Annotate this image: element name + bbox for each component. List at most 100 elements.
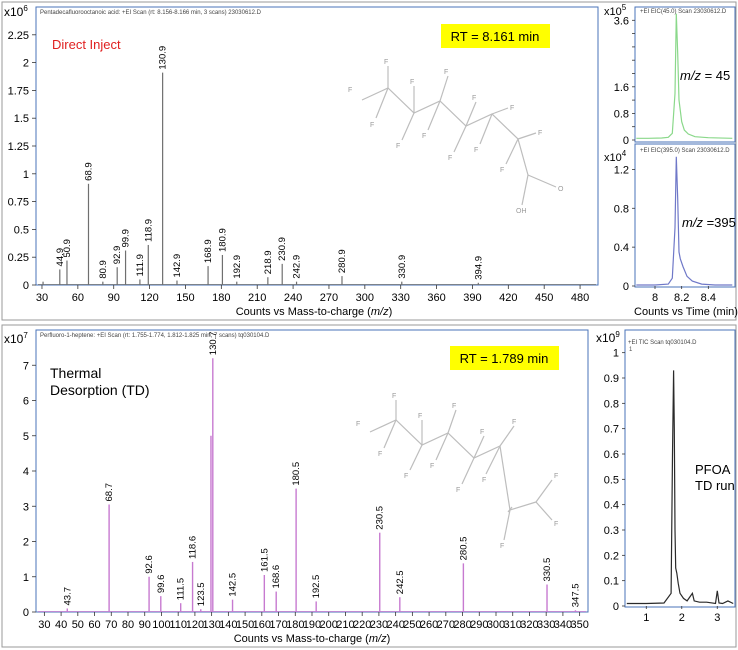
eic45-y-ticks: 0 0.8 1.6 3.6	[614, 15, 635, 147]
y-tick-label: 3.6	[614, 15, 629, 27]
x-tick-label: 110	[169, 619, 187, 631]
x-tick-label: 180	[286, 619, 304, 631]
y-tick-label: 0.3	[604, 525, 619, 537]
peak-label: 123.5	[196, 582, 207, 606]
x-tick-label: 50	[72, 619, 84, 631]
svg-text:F: F	[554, 473, 558, 480]
peak-label: 330.9	[397, 255, 408, 279]
y-tick-label: 5	[23, 431, 29, 443]
peak-label: 68.7	[104, 483, 115, 502]
y-tick-label: 0.75	[8, 197, 29, 209]
peak-label: 230.9	[277, 237, 288, 261]
y-tick-label: 0	[623, 135, 629, 147]
x-tick-label: 90	[108, 292, 120, 304]
svg-text:F: F	[370, 122, 374, 129]
x-tick-label: 240	[284, 292, 302, 304]
svg-text:F: F	[474, 147, 478, 154]
tic-x-ticks: 1 2 3	[643, 606, 720, 624]
peak-label: 130.9	[158, 46, 169, 70]
peak-label: 280.5	[458, 537, 469, 561]
x-tick-label: 350	[570, 619, 588, 631]
x-tick-label: 320	[520, 619, 538, 631]
x-tick-label: 330	[392, 292, 410, 304]
svg-text:OH: OH	[516, 208, 527, 215]
bottom-spectrum-chart: Perfluoro-1-heptene: +EI Scan (rt: 1.755…	[4, 329, 589, 645]
bottom-spectrum-x-axis-title: Counts vs Mass-to-charge (m/z)	[234, 633, 391, 645]
eic45-trace	[636, 13, 733, 139]
perfluoroheptene-structure-drawing: F F F F F F F F F F F F F F	[356, 393, 558, 550]
svg-text:F: F	[444, 69, 448, 76]
tic-annotation-line2: TD run	[695, 478, 735, 493]
peak-label: 242.9	[292, 255, 303, 279]
y-tick-label: 1.75	[8, 85, 29, 97]
y-tick-label: 0.5	[604, 474, 619, 486]
tic-y-ticks: 0 0.1 0.2 0.3 0.4 0.5 0.6 0.7 0.8 0.9 1	[604, 348, 625, 613]
tic-plot-frame	[624, 329, 736, 608]
x-tick-label: 100	[152, 619, 170, 631]
x-tick-label: 150	[176, 292, 194, 304]
svg-text:F: F	[500, 167, 504, 174]
peak-label: 118.9	[143, 219, 154, 242]
x-tick-label: 300	[487, 619, 505, 631]
svg-text:F: F	[480, 429, 484, 436]
y-tick-label: 0.8	[614, 108, 629, 120]
svg-text:F: F	[452, 403, 456, 410]
eic395-header: +EI EIC(395.0) Scan 23030612.D	[640, 148, 730, 154]
peak-label: 80.9	[98, 260, 109, 279]
bottom-rt-label: RT = 1.789 min	[460, 351, 549, 366]
peak-label: 330.5	[542, 558, 553, 582]
y-tick-label: 0.25	[8, 252, 29, 264]
peak-label: 142.5	[228, 573, 239, 597]
svg-text:F: F	[512, 419, 516, 426]
x-tick-label: 280	[453, 619, 471, 631]
x-tick-label: 230	[370, 619, 388, 631]
svg-text:F: F	[448, 155, 452, 162]
top-spectrum-x-ticks: 30 60 90 120 150 180 210 240 270 300 330 360 390 420 4…	[36, 285, 589, 304]
eic-time-axis-title: Counts vs Time (min)	[634, 306, 738, 318]
eic395-x-ticks: 8 8.2 8.4	[652, 286, 716, 304]
top-spectrum-chart: Pentadecafluorooctanoic acid: +EI Scan (…	[4, 4, 599, 318]
x-tick-label: 390	[463, 292, 481, 304]
eic45-mz-label: m/z = 45	[680, 68, 730, 83]
bottom-rt-box	[450, 346, 559, 370]
top-spectrum-x-axis-title: Counts vs Mass-to-charge (m/z)	[236, 306, 393, 318]
eic395-exponent: x104	[604, 149, 627, 164]
peak-label: 111.9	[135, 254, 146, 276]
x-tick-label: 8.4	[701, 292, 716, 304]
peak-label: 99.6	[156, 575, 167, 594]
top-spectrum-exponent: x106	[4, 4, 28, 19]
peak-label: 44.9	[55, 248, 66, 267]
bottom-spectrum-plot-frame	[35, 329, 589, 613]
x-tick-label: 30	[38, 619, 50, 631]
eic395-plot-frame	[634, 143, 736, 288]
svg-text:F: F	[456, 487, 460, 494]
x-tick-label: 310	[504, 619, 522, 631]
y-tick-label: 0.5	[14, 224, 29, 236]
eic45-chart: +EI EIC(45.0) Scan 23030612.D x105 0 0.8 1…	[604, 3, 736, 147]
x-tick-label: 2	[679, 612, 685, 624]
top-rt-box	[441, 24, 550, 48]
x-tick-label: 270	[320, 292, 338, 304]
peak-label: 92.9	[112, 246, 123, 265]
bottom-spectrum-exponent: x107	[4, 331, 28, 346]
y-tick-label: 2	[23, 537, 29, 549]
x-tick-label: 60	[88, 619, 100, 631]
eic45-plot-frame	[634, 6, 736, 143]
y-tick-label: 1.25	[8, 141, 29, 153]
peak-label: 218.9	[263, 250, 274, 274]
bottom-spectrum-peaks: 43.7 68.7 92.699.6 111.5 118.6 123.5 130.7 142.…	[38, 331, 586, 612]
x-tick-label: 1	[643, 612, 649, 624]
bottom-figure-frame	[1, 324, 737, 648]
x-tick-label: 300	[356, 292, 374, 304]
tic-header: +EI TIC Scan tq030104.D	[628, 340, 697, 346]
tic-annotation-line1: PFOA	[695, 462, 731, 477]
svg-text:F: F	[404, 473, 408, 480]
x-tick-label: 250	[403, 619, 421, 631]
eic395-trace	[636, 156, 733, 286]
eic45-header: +EI EIC(45.0) Scan 23030612.D	[640, 9, 727, 15]
x-tick-label: 40	[55, 619, 67, 631]
y-tick-label: 1	[613, 348, 619, 360]
peak-label: 50.9	[62, 239, 73, 258]
eic395-chart: +EI EIC(395.0) Scan 23030612.D x104 0 0.4…	[604, 143, 738, 318]
